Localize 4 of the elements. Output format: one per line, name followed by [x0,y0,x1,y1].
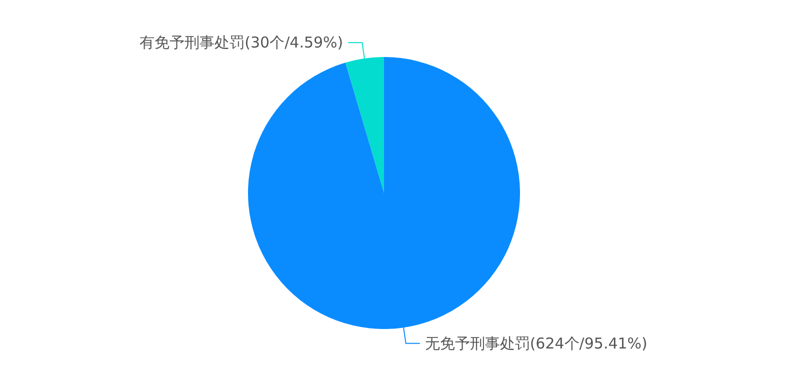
data-label: (30个/4.59%) [244,34,344,52]
slice-label: 有免予刑事处罚 [140,34,245,52]
slice-label: 无免予刑事处罚 [424,334,530,352]
data-label: (624个/95.41%) [530,334,648,352]
